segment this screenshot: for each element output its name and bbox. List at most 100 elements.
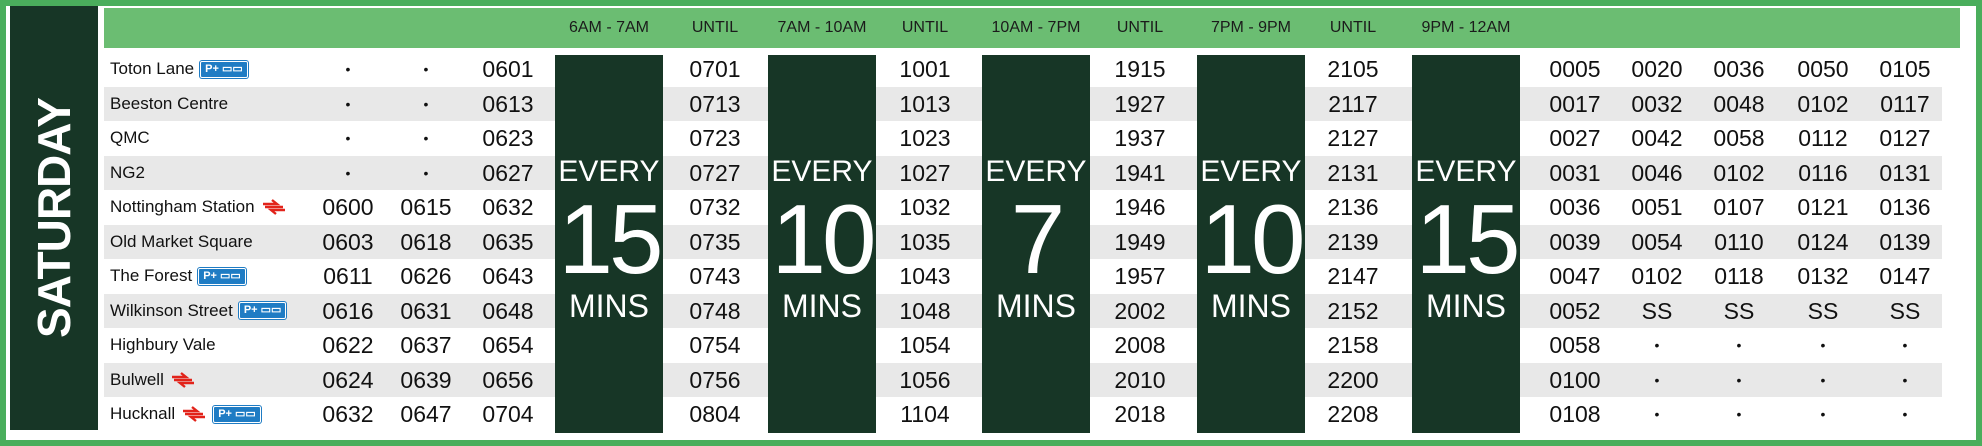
time-cell: 0058	[1549, 332, 1601, 358]
stop-name: Wilkinson Street	[110, 300, 233, 320]
national-rail-icon	[262, 199, 285, 216]
stop-name: Hucknall	[110, 404, 176, 423]
time-cell: 0110	[1714, 228, 1764, 255]
time-cell: 1941	[1114, 159, 1166, 186]
time-cell: 2139	[1327, 228, 1379, 255]
time-cell: 0622	[322, 332, 374, 358]
header-h3: 7AM - 10AM	[777, 19, 867, 36]
time-cell: 0613	[482, 90, 534, 117]
time-cell: 2147	[1327, 263, 1379, 289]
header-bar	[104, 8, 1960, 48]
stop-name-cell: Hucknall P+ ▭▭	[110, 397, 261, 432]
park-and-ride-icon: P+ ▭▭	[213, 405, 261, 423]
time-cell: 0623	[482, 125, 534, 151]
day-label-wrapper: SATURDAY	[10, 6, 98, 430]
time-cell: 0743	[689, 263, 741, 289]
time-cell: 1957	[1114, 263, 1166, 289]
stop-name: QMC	[110, 128, 150, 147]
time-cell: 0732	[689, 194, 741, 220]
time-cell: •	[345, 164, 351, 181]
time-cell: •	[1820, 371, 1826, 388]
park-and-ride-icon: P+ ▭▭	[200, 60, 248, 78]
time-cell: 0121	[1797, 194, 1849, 220]
stop-name-cell: Nottingham Station	[110, 190, 287, 225]
time-cell: 1937	[1114, 125, 1166, 151]
time-cell: 0107	[1713, 194, 1765, 220]
time-cell: 0017	[1549, 90, 1601, 117]
time-cell: •	[1820, 406, 1826, 422]
frequency-band	[555, 55, 663, 433]
time-cell: •	[345, 95, 351, 112]
frequency-mins-label: MINS	[569, 288, 649, 324]
header-h6: UNTIL	[1116, 19, 1164, 36]
time-cell: •	[423, 61, 429, 77]
time-cell: 0147	[1879, 263, 1931, 289]
frequency-every-label: EVERY	[985, 155, 1087, 188]
time-cell: 0046	[1631, 159, 1683, 186]
time-cell: 0124	[1797, 228, 1849, 255]
time-cell: 2208	[1327, 401, 1379, 427]
time-cell: 0039	[1549, 228, 1601, 255]
time-cell: 0748	[689, 297, 741, 324]
stop-name: Beeston Centre	[110, 93, 229, 113]
time-cell: 0756	[689, 366, 741, 393]
time-cell: •	[1902, 406, 1908, 422]
time-cell: 0616	[322, 297, 374, 324]
stop-name: Old Market Square	[110, 231, 253, 251]
time-cell: 0118	[1714, 263, 1764, 289]
time-cell: 0139	[1879, 228, 1931, 255]
time-cell: 0051	[1631, 194, 1683, 220]
time-cell: 0735	[689, 228, 741, 255]
stop-name-cell: Highbury Vale	[110, 328, 216, 363]
time-cell: 1056	[899, 366, 951, 393]
time-cell: 0131	[1879, 159, 1931, 186]
time-cell: 0639	[400, 366, 452, 393]
time-cell: 0108	[1549, 401, 1601, 427]
time-cell: •	[1654, 337, 1660, 353]
time-cell: 0052	[1549, 297, 1601, 324]
frequency-band	[982, 55, 1090, 433]
time-cell: 0654	[482, 332, 534, 358]
time-cell: 2200	[1327, 366, 1379, 393]
time-cell: 0704	[482, 401, 534, 427]
day-label: SATURDAY	[28, 98, 80, 338]
frequency-mins-label: MINS	[996, 288, 1076, 324]
stop-name: Highbury Vale	[110, 335, 216, 354]
header-h1: 6AM - 7AM	[568, 19, 649, 36]
stop-name-cell: NG2	[110, 156, 145, 191]
stop-name: Nottingham Station	[110, 197, 255, 216]
time-cell: 0054	[1631, 228, 1683, 255]
time-cell: •	[1902, 371, 1908, 388]
time-cell: 0627	[482, 159, 534, 186]
frequency-every-label: EVERY	[1200, 155, 1302, 188]
time-cell: •	[345, 130, 351, 146]
time-cell: 2152	[1327, 297, 1379, 324]
time-cell: •	[1820, 337, 1826, 353]
time-cell: 0048	[1713, 90, 1765, 117]
frequency-band	[1412, 55, 1520, 433]
time-cell: 2018	[1114, 401, 1166, 427]
time-cell: •	[1736, 337, 1742, 353]
time-cell: 0615	[400, 194, 452, 220]
time-cell: 0632	[482, 194, 534, 220]
time-cell: 0027	[1549, 125, 1601, 151]
time-cell: 0603	[322, 228, 374, 255]
time-cell: 1949	[1114, 228, 1166, 255]
time-cell: 0632	[322, 401, 374, 427]
time-cell: 0058	[1713, 125, 1765, 151]
time-cell: 0020	[1631, 56, 1683, 82]
time-cell: 0804	[689, 401, 741, 427]
stop-name: Toton Lane	[110, 59, 195, 78]
time-cell: 0102	[1797, 90, 1849, 117]
frequency-mins-label: MINS	[1426, 288, 1506, 324]
time-cell: 0626	[400, 263, 452, 289]
time-cell: 0648	[482, 297, 534, 324]
time-cell: 1027	[899, 159, 951, 186]
time-cell: 1927	[1114, 90, 1166, 117]
time-cell: 2002	[1114, 297, 1166, 324]
time-cell: •	[1654, 371, 1660, 388]
park-and-ride-icon: P+ ▭▭	[198, 267, 246, 285]
time-cell: •	[1902, 337, 1908, 353]
time-cell: 1032	[899, 194, 951, 220]
frequency-every-label: EVERY	[771, 155, 873, 188]
